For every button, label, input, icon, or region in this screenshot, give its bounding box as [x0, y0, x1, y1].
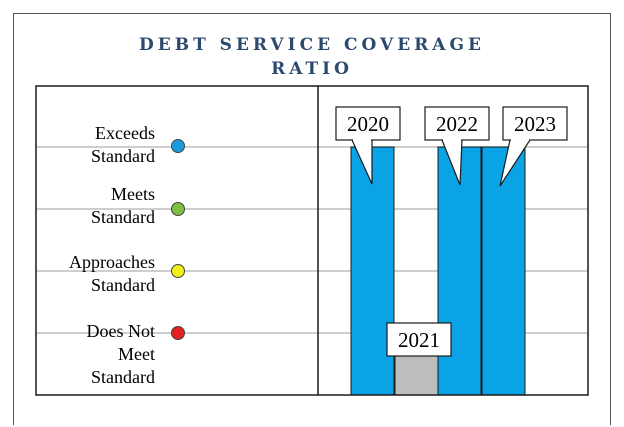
- level-label-exceeds-line1: Exceeds: [95, 123, 155, 143]
- callout-box-2022: [424, 106, 490, 141]
- approaches-circle-icon: [171, 264, 185, 278]
- level-label-approaches-line1: Approaches: [69, 252, 155, 272]
- chart-frame: [13, 13, 611, 425]
- level-label-exceeds: Exceeds Standard: [91, 122, 155, 168]
- level-label-does-not-meet-line3: Standard: [91, 367, 155, 387]
- level-label-approaches-line2: Standard: [91, 275, 155, 295]
- chart-title-line2: RATIO: [271, 59, 353, 79]
- callout-box-2021: [386, 322, 452, 357]
- does-not-meet-circle-icon: [171, 326, 185, 340]
- level-label-meets: Meets Standard: [91, 183, 155, 229]
- callout-box-2023: [502, 106, 568, 141]
- exceeds-circle-icon: [171, 139, 185, 153]
- level-label-exceeds-line2: Standard: [91, 146, 155, 166]
- category-label-2022: 2022: [436, 112, 478, 136]
- chart-title-line1: DEBT SERVICE COVERAGE: [139, 35, 485, 55]
- bar-2023: [481, 146, 526, 396]
- category-label-2023: 2023: [514, 112, 556, 136]
- callout-box-2020: [335, 106, 401, 141]
- plot-box: [35, 85, 589, 396]
- level-label-does-not-meet-line1: Does Not: [86, 321, 156, 341]
- meets-circle-icon: [171, 202, 185, 216]
- bar-2020: [350, 146, 395, 396]
- level-label-does-not-meet-line2: Meet: [118, 344, 155, 364]
- level-label-meets-line2: Standard: [91, 207, 155, 227]
- chart-title: DEBT SERVICE COVERAGE RATIO: [0, 33, 624, 81]
- level-label-approaches: Approaches Standard: [69, 251, 155, 297]
- level-label-meets-line1: Meets: [111, 184, 155, 204]
- category-label-2020: 2020: [347, 112, 389, 136]
- category-label-2021: 2021: [398, 328, 440, 352]
- level-label-does-not-meet: Does Not Meet Standard: [87, 320, 156, 389]
